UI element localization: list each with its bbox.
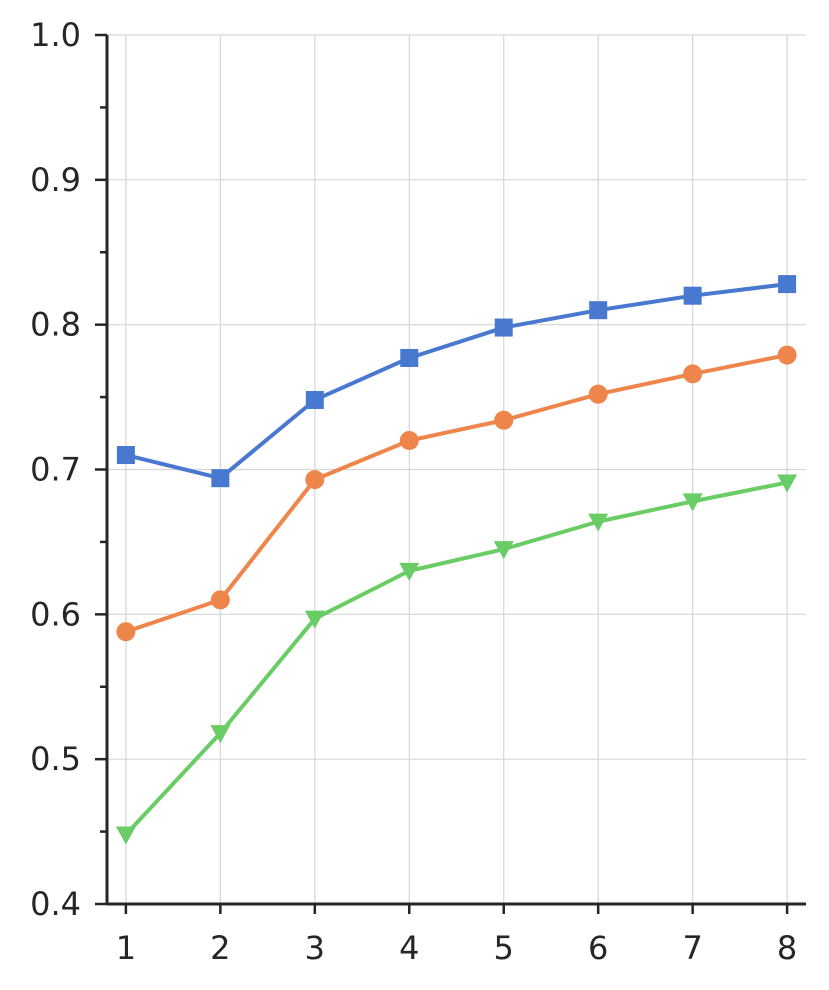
triangle-down-marker	[304, 610, 325, 629]
square-marker	[400, 348, 419, 367]
circle-marker	[210, 590, 230, 610]
x-tick-label: 3	[305, 929, 325, 967]
circle-marker	[683, 364, 703, 384]
square-marker	[683, 286, 702, 305]
square-marker	[116, 446, 135, 465]
y-tick-label: 0.8	[30, 306, 81, 344]
y-tick-label: 0.7	[30, 451, 81, 489]
series-1	[116, 275, 797, 488]
square-marker	[589, 301, 608, 320]
triangle-down-marker	[115, 826, 136, 845]
x-tick-label: 7	[682, 929, 702, 967]
y-tick-label: 0.6	[30, 595, 81, 633]
circle-marker	[305, 470, 325, 490]
circle-marker	[777, 345, 797, 365]
circle-marker	[588, 384, 608, 404]
series-layer	[115, 275, 798, 845]
axes: 1 2 3 4 5 6 7 8 0.4 0.5 0.6 0.7 0.8 0.9 1.0	[30, 16, 806, 967]
circle-marker	[116, 622, 136, 642]
square-marker	[778, 275, 797, 294]
series-line	[123, 282, 790, 481]
circle-marker	[399, 431, 419, 451]
y-tick-label: 1.0	[30, 16, 81, 54]
triangle-down-marker	[682, 493, 703, 512]
x-tick-label: 2	[210, 929, 230, 967]
triangle-down-marker	[399, 562, 420, 581]
triangle-down-marker	[493, 541, 514, 560]
triangle-down-marker	[588, 513, 609, 532]
y-tick-label: 0.4	[30, 885, 81, 923]
x-tick-label: 6	[588, 929, 608, 967]
series-3	[115, 474, 798, 845]
triangle-down-marker	[777, 474, 798, 493]
square-marker	[494, 318, 513, 337]
x-tick-label: 4	[399, 929, 419, 967]
square-marker	[211, 469, 230, 488]
triangle-down-marker	[210, 725, 231, 744]
x-tick-label: 1	[116, 929, 136, 967]
series-line	[123, 480, 790, 837]
y-tick-label: 0.5	[30, 740, 81, 778]
x-tick-label: 8	[777, 929, 797, 967]
x-tick-label: 5	[494, 929, 514, 967]
y-tick-label: 0.9	[30, 161, 81, 199]
series-2	[116, 345, 797, 642]
series-line	[123, 353, 790, 634]
square-marker	[305, 390, 324, 409]
circle-marker	[494, 410, 514, 430]
